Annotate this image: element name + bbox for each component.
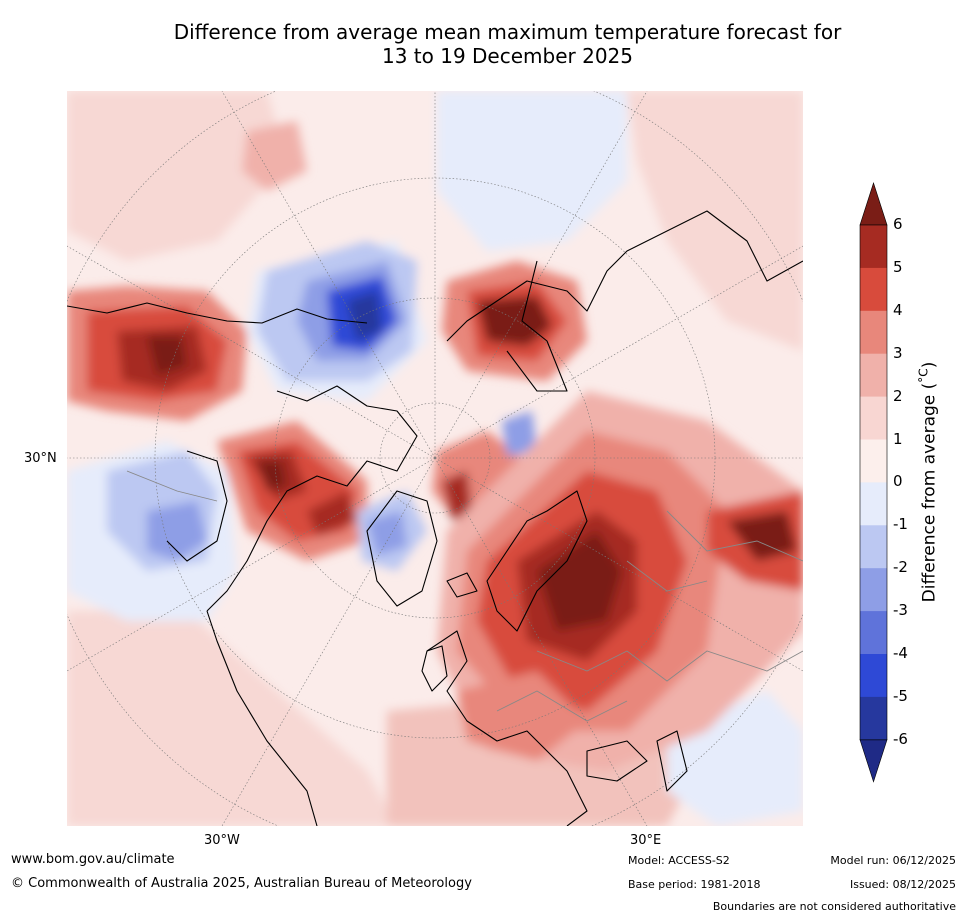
colorbar-band xyxy=(860,396,887,440)
anomaly-patch xyxy=(242,121,307,191)
colorbar-band xyxy=(860,310,887,355)
colorbar-title: Difference from average (°C) xyxy=(917,362,940,603)
coastline-caspian xyxy=(656,730,688,792)
parallel-line xyxy=(379,402,491,514)
colorbar-band xyxy=(860,267,887,312)
colorbar-title-unit: °C xyxy=(916,368,931,383)
graticule xyxy=(67,91,803,826)
colorbar-tick-label: 6 xyxy=(893,215,903,233)
anomaly-patch xyxy=(627,91,803,351)
colorbar-title-prefix: Difference from average ( xyxy=(919,382,940,603)
anomaly-map xyxy=(67,91,803,826)
anomaly-patch xyxy=(257,461,287,491)
anomaly-patch xyxy=(67,611,397,826)
title-line-1: Difference from average mean maximum tem… xyxy=(173,20,842,44)
colorbar-arrow-top xyxy=(859,182,888,226)
anomaly-patch xyxy=(67,91,287,261)
anomaly-patch xyxy=(727,511,797,561)
anomaly-field xyxy=(67,91,803,826)
footer-issued: Issued: 08/12/2025 xyxy=(849,878,956,891)
colorbar-title-suffix: ) xyxy=(919,361,940,369)
border-line xyxy=(666,510,803,562)
lon-label-30w: 30°W xyxy=(204,833,240,848)
colorbar-tick-label: -1 xyxy=(893,515,908,534)
anomaly-patch xyxy=(147,336,187,376)
colorbar-tick-label: 1 xyxy=(893,429,903,448)
colorbar-tick-label: -3 xyxy=(893,601,908,620)
footer-disclaimer: Boundaries are not considered authoritat… xyxy=(712,900,956,913)
coastline-hudson-bay xyxy=(166,450,228,562)
colorbar-band xyxy=(860,611,887,655)
colorbar-tick-label: -6 xyxy=(893,729,908,748)
anomaly-patch xyxy=(347,291,382,341)
colorbar-tick-label: 2 xyxy=(893,386,903,405)
footer-model-run: Model run: 06/12/2025 xyxy=(830,854,956,867)
footer-base-period: Base period: 1981-2018 xyxy=(628,878,761,891)
colorbar-band xyxy=(860,568,887,612)
colorbar-band xyxy=(860,525,887,569)
lat-label-30n: 30°N xyxy=(24,451,57,466)
anomaly-patch xyxy=(147,501,207,561)
colorbar-tick-label: 5 xyxy=(893,257,903,276)
colorbar xyxy=(859,182,888,783)
coastline-europe xyxy=(426,630,588,826)
title-line-2: 13 to 19 December 2025 xyxy=(381,44,633,68)
meridian-line xyxy=(221,457,436,826)
anomaly-map-svg xyxy=(67,91,803,826)
coastline-iceland xyxy=(446,572,478,598)
meridian-line xyxy=(434,91,648,459)
footer-copyright: © Commonwealth of Australia 2025, Austra… xyxy=(11,876,472,891)
footer-website: www.bom.gov.au/climate xyxy=(11,852,175,867)
colorbar-tick-label: -2 xyxy=(893,558,908,577)
colorbar-band xyxy=(860,482,887,526)
borders xyxy=(126,470,803,722)
colorbar-band xyxy=(860,225,887,269)
anomaly-patch xyxy=(537,531,622,631)
meridian-line xyxy=(221,91,436,459)
colorbar-arrow-bottom xyxy=(859,739,888,783)
border-line xyxy=(626,560,708,592)
meridian-line xyxy=(67,245,436,459)
border-line xyxy=(536,650,803,682)
colorbar-tick-label: -4 xyxy=(893,644,908,662)
colorbar-band xyxy=(860,439,887,483)
coastline-scandinavia xyxy=(486,490,588,632)
anomaly-patch xyxy=(502,411,537,456)
coastline-greenland xyxy=(366,490,438,607)
footer-model: Model: ACCESS-S2 xyxy=(628,854,730,867)
parallel-line xyxy=(274,297,596,619)
anomaly-patch xyxy=(437,91,627,251)
colorbar-tick-label: 3 xyxy=(893,343,903,362)
chart-title: Difference from average mean maximum tem… xyxy=(60,20,955,68)
coastline-siberia xyxy=(446,210,803,342)
coastline-uk xyxy=(421,645,448,692)
colorbar-tick-label: 0 xyxy=(893,472,903,491)
anomaly-patch xyxy=(477,296,552,346)
meridian-line xyxy=(434,457,803,672)
colorbar-tick-label: 4 xyxy=(893,300,903,319)
coastlines xyxy=(67,210,803,826)
colorbar-band xyxy=(860,353,887,398)
lon-label-30e: 30°E xyxy=(630,833,662,848)
coastline-usa-east xyxy=(206,610,318,826)
meridian-line xyxy=(434,457,648,826)
border-line xyxy=(126,470,218,502)
anomaly-patch xyxy=(367,511,407,556)
border-line xyxy=(496,690,628,722)
coastline-canada-arctic xyxy=(206,385,418,612)
coastline-kamchatka xyxy=(506,260,568,392)
colorbar-tick-label: -5 xyxy=(893,686,908,705)
anomaly-patch xyxy=(457,671,587,761)
meridian-line xyxy=(434,245,803,459)
colorbar-band xyxy=(860,696,887,741)
meridian-line xyxy=(67,457,436,672)
coastline-black-sea xyxy=(586,740,648,782)
coastline-alaska xyxy=(67,302,368,324)
colorbar-band xyxy=(860,654,887,698)
colorbar-frame xyxy=(859,224,888,741)
